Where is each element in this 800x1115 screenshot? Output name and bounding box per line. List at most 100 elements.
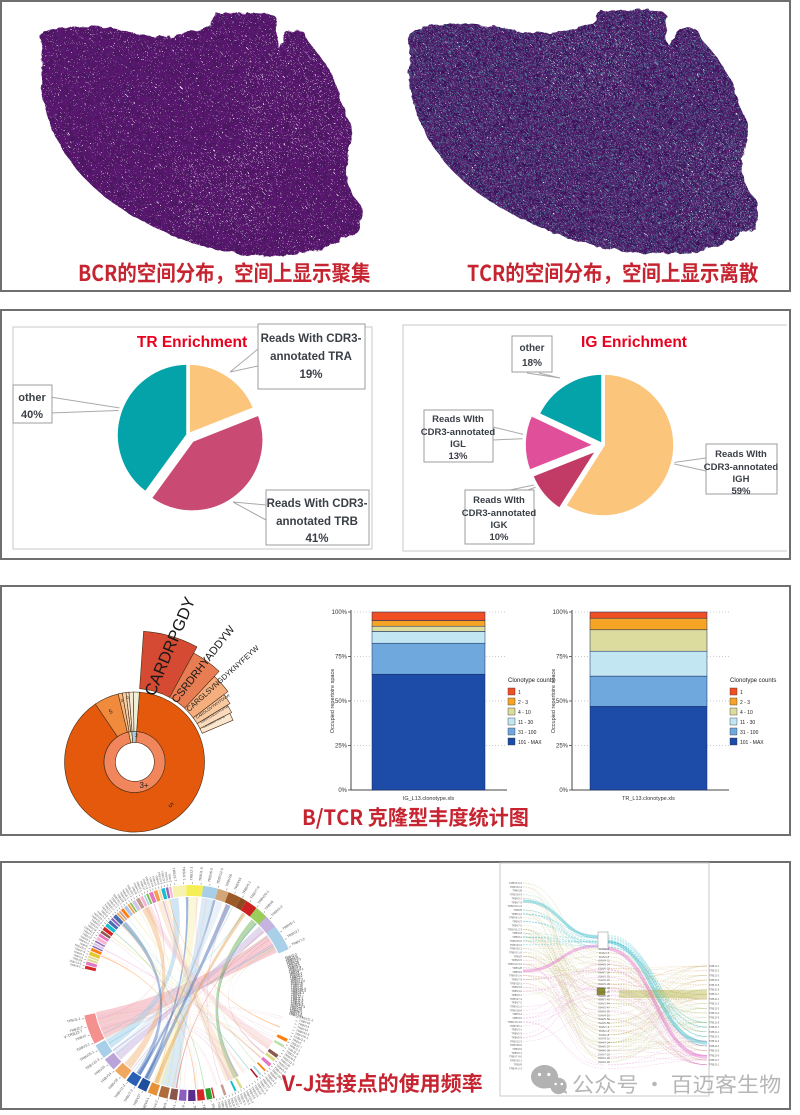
- svg-text:TRBV2: TRBV2: [292, 1038, 303, 1046]
- svg-text:TRBV15: TRBV15: [93, 1065, 106, 1077]
- svg-text:11 - 30: 11 - 30: [518, 720, 533, 726]
- svg-text:TRBJ1-5: TRBJ1-5: [285, 954, 298, 962]
- svg-text:TRBV27: TRBV27: [133, 1093, 142, 1107]
- svg-text:IGHV7-41: IGHV7-41: [598, 998, 610, 1002]
- svg-text:75%: 75%: [335, 655, 348, 661]
- svg-text:IGHV5-17: IGHV5-17: [598, 1045, 610, 1049]
- svg-text:TRBV4-2: TRBV4-2: [270, 905, 283, 918]
- svg-text:IGHV1-44: IGHV1-44: [598, 1002, 610, 1006]
- svg-text:TRBV7-9: TRBV7-9: [289, 1010, 303, 1017]
- svg-text:TRBV2: TRBV2: [100, 909, 109, 918]
- svg-text:TRBV9-0: TRBV9-0: [511, 985, 522, 989]
- svg-text:TRBV4-2: TRBV4-2: [266, 1073, 278, 1085]
- svg-text:1: 1: [518, 690, 521, 696]
- svg-text:TRBJ2-7: TRBJ2-7: [291, 994, 304, 999]
- svg-text:TRBV27-3: TRBV27-3: [510, 997, 523, 1001]
- svg-text:TRBJ2-1: TRBJ2-1: [709, 1063, 720, 1067]
- svg-text:TRBV7-2: TRBV7-2: [141, 878, 149, 890]
- svg-text:3+: 3+: [139, 781, 148, 790]
- svg-text:TRBV4-2: TRBV4-2: [511, 912, 522, 916]
- svg-text:annotated TRA: annotated TRA: [270, 351, 352, 363]
- svg-text:IGHV6-17: IGHV6-17: [598, 967, 610, 971]
- svg-text:TRBV7-2: TRBV7-2: [123, 1088, 134, 1102]
- svg-text:TRBV11-2: TRBV11-2: [299, 1015, 314, 1022]
- svg-text:Reads With CDR3-: Reads With CDR3-: [261, 333, 362, 345]
- svg-text:IGHV3-29: IGHV3-29: [598, 982, 610, 986]
- svg-text:TRBV4-2-3: TRBV4-2-3: [509, 1066, 523, 1070]
- svg-text:TRBJ1-2: TRBJ1-2: [709, 1002, 720, 1006]
- svg-text:TRBV3-1: TRBV3-1: [291, 991, 304, 995]
- svg-text:IGHV2-26: IGHV2-26: [598, 978, 610, 982]
- svg-text:TRBV9: TRBV9: [264, 900, 275, 911]
- svg-text:TRBJ2-3: TRBJ2-3: [291, 998, 304, 1003]
- svg-text:IGK: IGK: [491, 520, 508, 531]
- svg-text:75%: 75%: [556, 655, 569, 661]
- svg-text:TRBV9: TRBV9: [514, 908, 523, 912]
- svg-text:TRBV15: TRBV15: [91, 918, 102, 928]
- svg-text:CDR3-annotated: CDR3-annotated: [462, 508, 537, 519]
- svg-text:TRBV11-2: TRBV11-2: [510, 1005, 522, 1009]
- svg-text:TRBV28: TRBV28: [286, 960, 299, 967]
- svg-text:TRBV3-1: TRBV3-1: [76, 1042, 91, 1052]
- svg-text:TRBV28: TRBV28: [280, 1058, 292, 1068]
- svg-text:Clonotype counts: Clonotype counts: [508, 678, 554, 684]
- svg-text:TRBJ2-7: TRBJ2-7: [709, 1025, 720, 1029]
- svg-text:other: other: [520, 343, 545, 354]
- svg-text:TRBJ1-5: TRBJ1-5: [285, 1050, 297, 1060]
- svg-text:1: 1: [740, 690, 743, 696]
- svg-text:2: 2: [126, 695, 130, 700]
- svg-text:IGHV1-23: IGHV1-23: [598, 974, 610, 978]
- svg-text:101 - MAX: 101 - MAX: [740, 740, 764, 746]
- svg-text:4 - 10: 4 - 10: [740, 710, 753, 716]
- svg-text:TRBV6-1: TRBV6-1: [141, 1097, 150, 1110]
- svg-text:TRBV7-9-0: TRBV7-9-0: [509, 1055, 523, 1059]
- svg-text:IGHV2-29: IGHV2-29: [598, 1060, 610, 1064]
- svg-text:TRBV25-1: TRBV25-1: [93, 911, 106, 922]
- svg-text:Reads WIth: Reads WIth: [432, 414, 484, 425]
- svg-text:TRBV14: TRBV14: [298, 1022, 310, 1029]
- svg-text:TRBV28: TRBV28: [225, 873, 233, 887]
- svg-text:TRBV10-3: TRBV10-3: [291, 987, 306, 991]
- svg-text:TRBV14: TRBV14: [250, 1086, 260, 1098]
- svg-text:2 - 3: 2 - 3: [518, 700, 528, 706]
- svg-text:IGHV5-56: IGHV5-56: [598, 1017, 610, 1021]
- svg-text:TRBV27: TRBV27: [290, 975, 303, 981]
- svg-text:TRBV7-2: TRBV7-2: [290, 977, 304, 982]
- svg-text:TRBV6-5: TRBV6-5: [207, 868, 214, 883]
- svg-text:TRBV20-1: TRBV20-1: [510, 981, 523, 985]
- svg-text:13%: 13%: [448, 451, 468, 462]
- svg-text:TRBV9: TRBV9: [161, 1102, 167, 1110]
- svg-text:TRBV7-2: TRBV7-2: [83, 929, 95, 938]
- svg-text:TRBJ1-5: TRBJ1-5: [290, 1000, 303, 1005]
- svg-text:TRBV6-1-0: TRBV6-1-0: [509, 916, 523, 920]
- svg-text:IGHV7-23: IGHV7-23: [598, 1052, 610, 1056]
- svg-text:CDR3-annotated: CDR3-annotated: [704, 462, 779, 473]
- svg-text:TRBV14: TRBV14: [512, 1012, 522, 1016]
- svg-text:TRBV6-5: TRBV6-5: [285, 956, 299, 964]
- svg-text:50%: 50%: [335, 699, 348, 705]
- svg-text:TRBV11-2: TRBV11-2: [114, 1083, 127, 1099]
- svg-text:TRBJ2-7: TRBJ2-7: [171, 868, 177, 882]
- svg-text:0%: 0%: [338, 788, 347, 794]
- svg-text:Reads WIth: Reads WIth: [715, 449, 767, 460]
- svg-text:TRBV5-1: TRBV5-1: [511, 1051, 522, 1055]
- svg-text:TRBJ2-6: TRBJ2-6: [709, 988, 720, 992]
- svg-text:TRBV5-1: TRBV5-1: [193, 1105, 197, 1110]
- svg-text:TRBV5-1: TRBV5-1: [73, 950, 85, 958]
- svg-text:TRBJ2-7: TRBJ2-7: [232, 1096, 240, 1109]
- svg-text:TRBV11-2: TRBV11-2: [256, 1082, 268, 1096]
- svg-text:TRBV11-2: TRBV11-2: [290, 979, 305, 984]
- svg-text:TRBV11-2: TRBV11-2: [83, 925, 96, 935]
- svg-text:TRBV19: TRBV19: [202, 1104, 207, 1110]
- svg-text:IGHV3-8: IGHV3-8: [599, 955, 610, 959]
- svg-text:TRBV4-2: TRBV4-2: [511, 989, 522, 993]
- svg-text:TRBV18-6: TRBV18-6: [510, 1008, 523, 1012]
- svg-text:TRBV28: TRBV28: [116, 893, 126, 904]
- svg-text:TRBV7-9: TRBV7-9: [249, 885, 260, 899]
- svg-text:TRBV27: TRBV27: [287, 929, 301, 939]
- svg-text:TRBV6-1: TRBV6-1: [282, 920, 296, 931]
- svg-text:TRBV10-3: TRBV10-3: [244, 1090, 255, 1104]
- svg-text:TR Enrichment: TR Enrichment: [137, 334, 247, 351]
- svg-text:TRBJ2-3: TRBJ2-3: [189, 867, 193, 881]
- svg-text:TRBV6-5: TRBV6-5: [220, 1100, 227, 1110]
